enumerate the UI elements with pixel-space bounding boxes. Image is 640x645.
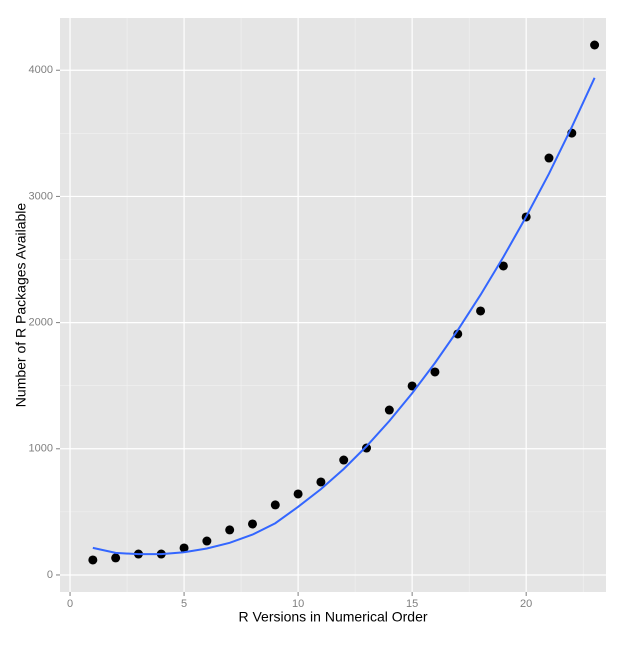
x-axis-title: R Versions in Numerical Order <box>238 609 427 625</box>
grid <box>60 18 606 592</box>
smooth-line <box>92 77 596 556</box>
point <box>293 489 303 499</box>
x-tick-label: 10 <box>292 598 304 610</box>
point <box>316 477 326 487</box>
point <box>247 519 257 529</box>
point <box>590 40 600 50</box>
x-tick-label: 5 <box>181 598 187 610</box>
point <box>544 153 554 163</box>
y-tick-label: 3000 <box>29 190 53 202</box>
point <box>202 536 212 546</box>
y-tick-label: 4000 <box>29 64 53 76</box>
plot-panel <box>60 18 606 592</box>
point <box>270 500 280 510</box>
x-tick-label: 15 <box>406 598 418 610</box>
x-tick-label: 20 <box>520 598 532 610</box>
point <box>430 367 440 377</box>
y-axis-title: Number of R Packages Available <box>13 203 29 408</box>
point <box>498 261 508 271</box>
y-tick-label: 0 <box>47 569 53 581</box>
y-tick-label: 1000 <box>29 443 53 455</box>
point <box>225 525 235 535</box>
point <box>111 553 121 563</box>
point <box>407 381 417 391</box>
x-tick-label: 0 <box>67 598 73 610</box>
point <box>88 555 98 565</box>
point <box>476 306 486 316</box>
marks <box>88 40 600 565</box>
y-tick-label: 2000 <box>29 317 53 329</box>
point <box>179 543 189 553</box>
point <box>339 455 349 465</box>
point <box>384 405 394 415</box>
point <box>362 443 372 453</box>
